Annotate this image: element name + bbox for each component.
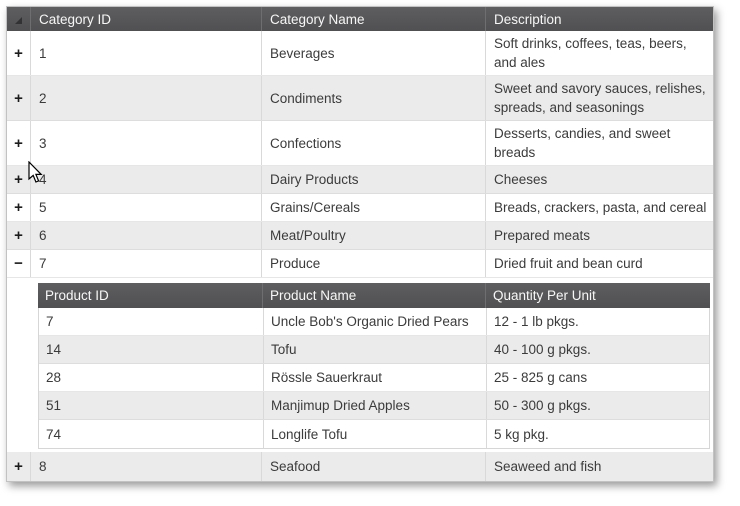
cell-product-id: 51 (39, 392, 264, 419)
expand-button-row-5[interactable]: + (7, 194, 31, 221)
cell-description: Cheeses (494, 172, 548, 187)
expand-button-row-2[interactable]: + (7, 76, 31, 120)
cell-description: Soft drinks, coffees, teas, beers, and a… (494, 36, 687, 70)
column-header-quantity-per-unit[interactable]: Quantity Per Unit (493, 288, 596, 303)
expand-button-row-6[interactable]: + (7, 222, 31, 249)
cell-category-name: Seafood (262, 452, 486, 481)
column-header-category-id[interactable]: Category ID (31, 7, 262, 31)
cell-category-id: 3 (31, 121, 262, 165)
select-all-corner[interactable] (7, 7, 31, 31)
cell-quantity-per-unit: 12 - 1 lb pkgs. (494, 314, 579, 329)
collapse-button-row-7[interactable]: − (7, 250, 31, 277)
cell-product-id: 74 (39, 420, 264, 448)
product-row[interactable]: 51 Manjimup Dried Apples 50 - 300 g pkgs… (39, 392, 709, 420)
category-row-1[interactable]: + 1 Beverages Soft drinks, coffees, teas… (7, 31, 713, 76)
product-row[interactable]: 74 Longlife Tofu 5 kg pkg. (39, 420, 709, 448)
products-header-row: Product ID Product Name Quantity Per Uni… (38, 283, 710, 308)
cell-category-id: 6 (31, 222, 262, 249)
cell-product-id: 14 (39, 336, 264, 363)
product-row[interactable]: 7 Uncle Bob's Organic Dried Pears 12 - 1… (39, 308, 709, 336)
product-row[interactable]: 28 Rössle Sauerkraut 25 - 825 g cans (39, 364, 709, 392)
category-row-3[interactable]: + 3 Confections Desserts, candies, and s… (7, 121, 713, 166)
product-row[interactable]: 14 Tofu 40 - 100 g pkgs. (39, 336, 709, 364)
cell-quantity-per-unit: 40 - 100 g pkgs. (494, 342, 591, 357)
category-row-7[interactable]: − 7 Produce Dried fruit and bean curd (7, 250, 713, 278)
cell-description: Seaweed and fish (494, 459, 602, 474)
cell-category-name: Grains/Cereals (262, 194, 486, 221)
select-all-triangle-icon (15, 16, 22, 24)
row-detail-products: Product ID Product Name Quantity Per Uni… (7, 278, 713, 452)
cell-category-id: 7 (31, 250, 262, 277)
category-row-2[interactable]: + 2 Condiments Sweet and savory sauces, … (7, 76, 713, 121)
column-header-category-name[interactable]: Category Name (262, 7, 486, 31)
cell-category-id: 1 (31, 31, 262, 75)
expand-button-row-1[interactable]: + (7, 31, 31, 75)
cell-product-name: Manjimup Dried Apples (264, 392, 487, 419)
cell-description: Dried fruit and bean curd (494, 256, 643, 271)
cell-description: Breads, crackers, pasta, and cereal (494, 200, 707, 215)
cell-product-name: Tofu (264, 336, 487, 363)
expand-button-row-3[interactable]: + (7, 121, 31, 165)
category-row-5[interactable]: + 5 Grains/Cereals Breads, crackers, pas… (7, 194, 713, 222)
cell-category-name: Confections (262, 121, 486, 165)
column-header-product-name[interactable]: Product Name (263, 283, 486, 308)
column-header-description[interactable]: Description (494, 11, 562, 27)
cell-description: Desserts, candies, and sweet breads (494, 126, 671, 160)
column-header-product-id[interactable]: Product ID (38, 283, 263, 308)
cell-category-id: 2 (31, 76, 262, 120)
cell-category-name: Produce (262, 250, 486, 277)
cell-category-name: Meat/Poultry (262, 222, 486, 249)
cell-category-id: 4 (31, 166, 262, 193)
cell-category-name: Beverages (262, 31, 486, 75)
cell-product-name: Longlife Tofu (264, 420, 487, 448)
cell-category-id: 5 (31, 194, 262, 221)
cell-product-name: Rössle Sauerkraut (264, 364, 487, 391)
cell-quantity-per-unit: 25 - 825 g cans (494, 370, 588, 385)
cell-quantity-per-unit: 50 - 300 g pkgs. (494, 398, 591, 413)
cell-description: Sweet and savory sauces, relishes, sprea… (494, 81, 706, 115)
cell-category-name: Condiments (262, 76, 486, 120)
cell-product-name: Uncle Bob's Organic Dried Pears (264, 308, 487, 335)
expand-button-row-8[interactable]: + (7, 452, 31, 481)
products-datagrid: Product ID Product Name Quantity Per Uni… (38, 283, 710, 449)
category-row-6[interactable]: + 6 Meat/Poultry Prepared meats (7, 222, 713, 250)
cell-quantity-per-unit: 5 kg pkg. (494, 426, 549, 442)
grid-header-row: Category ID Category Name Description (7, 7, 713, 31)
categories-datagrid: Category ID Category Name Description + … (6, 6, 714, 482)
cell-category-name: Dairy Products (262, 166, 486, 193)
cell-product-id: 28 (39, 364, 264, 391)
cell-description: Prepared meats (494, 228, 591, 243)
cell-product-id: 7 (39, 308, 264, 335)
expand-button-row-4[interactable]: + (7, 166, 31, 193)
cell-category-id: 8 (31, 452, 262, 481)
category-row-4[interactable]: + 4 Dairy Products Cheeses (7, 166, 713, 194)
category-row-8[interactable]: + 8 Seafood Seaweed and fish (7, 452, 713, 481)
